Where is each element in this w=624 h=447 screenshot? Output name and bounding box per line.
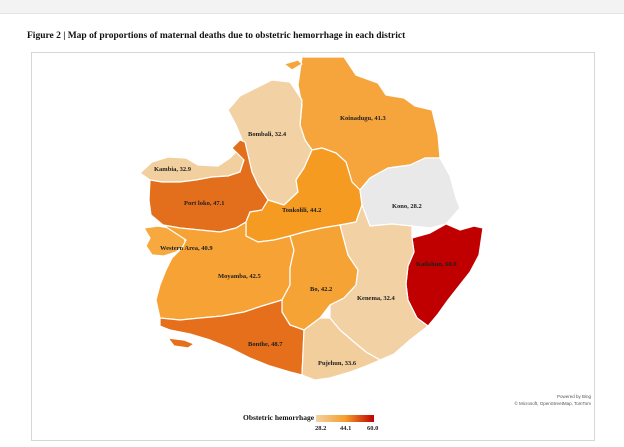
legend-title: Obstetric hemorrhage bbox=[243, 413, 315, 422]
legend-mid-label: 44.1 bbox=[340, 425, 352, 432]
island-bonthe bbox=[167, 337, 195, 349]
figure-title: Figure 2 | Map of proportions of materna… bbox=[27, 31, 406, 41]
label-kailahun: Kailahun, 60.0 bbox=[416, 261, 457, 268]
label-kenema: Kenema, 32.4 bbox=[357, 295, 395, 302]
legend-min-label: 28.2 bbox=[315, 425, 327, 432]
label-bombali: Bombali, 32.4 bbox=[248, 131, 287, 138]
attribution-powered: Powered by Bing bbox=[556, 394, 591, 399]
label-port-loko: Port loko, 47.1 bbox=[184, 200, 224, 207]
island-koinadugu bbox=[283, 59, 303, 71]
label-bonthe: Bonthe, 48.7 bbox=[248, 341, 283, 348]
legend-max-label: 60.0 bbox=[367, 425, 379, 432]
district-kailahun[interactable] bbox=[405, 223, 484, 327]
label-koinadugu: Koinadugu, 41.3 bbox=[340, 115, 386, 122]
label-western-area: Western Area, 40.9 bbox=[160, 245, 213, 252]
label-tonkolili: Tonkolili, 44.2 bbox=[282, 207, 321, 214]
label-bo: Bo, 42.2 bbox=[310, 286, 332, 293]
district-kenema[interactable] bbox=[329, 204, 429, 361]
legend-color-bar bbox=[316, 415, 374, 422]
label-kambia: Kambia, 32.9 bbox=[154, 166, 192, 173]
label-pujehun: Pujehun, 33.6 bbox=[318, 360, 357, 367]
label-kono: Kono, 28.2 bbox=[392, 203, 422, 210]
attribution-copyright: © Microsoft, OpenStreetMap, TomTom bbox=[514, 401, 591, 406]
label-moyamba: Moyamba, 42.5 bbox=[218, 273, 262, 280]
top-bar bbox=[0, 0, 624, 14]
district-pujehun[interactable] bbox=[301, 317, 381, 381]
